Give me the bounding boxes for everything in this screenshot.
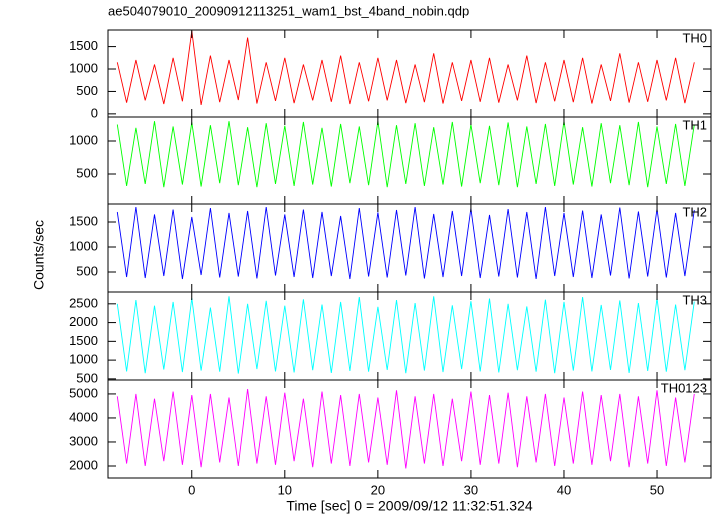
y-tick-label: 3000: [69, 433, 98, 448]
x-tick-label: 30: [464, 482, 478, 497]
y-tick-label: 2000: [69, 314, 98, 329]
panel-label: TH0: [682, 30, 707, 45]
panel-label: TH3: [682, 292, 707, 307]
y-tick-label: 1000: [69, 352, 98, 367]
y-tick-label: 1500: [69, 38, 98, 53]
y-tick-label: 500: [76, 83, 98, 98]
x-tick-label: 20: [371, 482, 385, 497]
x-tick-label: 40: [557, 482, 571, 497]
y-tick-label: 1500: [69, 213, 98, 228]
y-tick-label: 5000: [69, 385, 98, 400]
x-axis-label: Time [sec] 0 = 2009/09/12 11:32:51.324: [286, 498, 533, 514]
y-tick-label: 500: [76, 165, 98, 180]
series-line: [116, 121, 695, 188]
series-line: [116, 30, 695, 105]
x-tick-label: 10: [278, 482, 292, 497]
series-line: [116, 206, 695, 280]
y-tick-label: 2500: [69, 295, 98, 310]
x-tick-label: 0: [188, 482, 195, 497]
series-line: [116, 389, 695, 469]
panel-label: TH2: [682, 204, 707, 219]
y-tick-label: 500: [76, 370, 98, 385]
y-tick-label: 0: [91, 105, 98, 120]
y-tick-label: 1000: [69, 132, 98, 147]
y-axis-label: Counts/sec: [31, 220, 47, 290]
panel-label: TH1: [682, 117, 707, 132]
chart-title: ae504079010_20090912113251_wam1_bst_4ban…: [108, 3, 469, 18]
x-tick-label: 50: [650, 482, 664, 497]
panel-label: TH0123: [661, 380, 707, 395]
y-tick-label: 1000: [69, 60, 98, 75]
y-tick-label: 500: [76, 263, 98, 278]
y-tick-label: 4000: [69, 409, 98, 424]
y-tick-label: 1000: [69, 238, 98, 253]
series-line: [116, 296, 695, 374]
panel-frame: [107, 379, 712, 479]
y-tick-label: 2000: [69, 457, 98, 472]
panel-frame: [107, 29, 712, 118]
y-tick-label: 1500: [69, 333, 98, 348]
